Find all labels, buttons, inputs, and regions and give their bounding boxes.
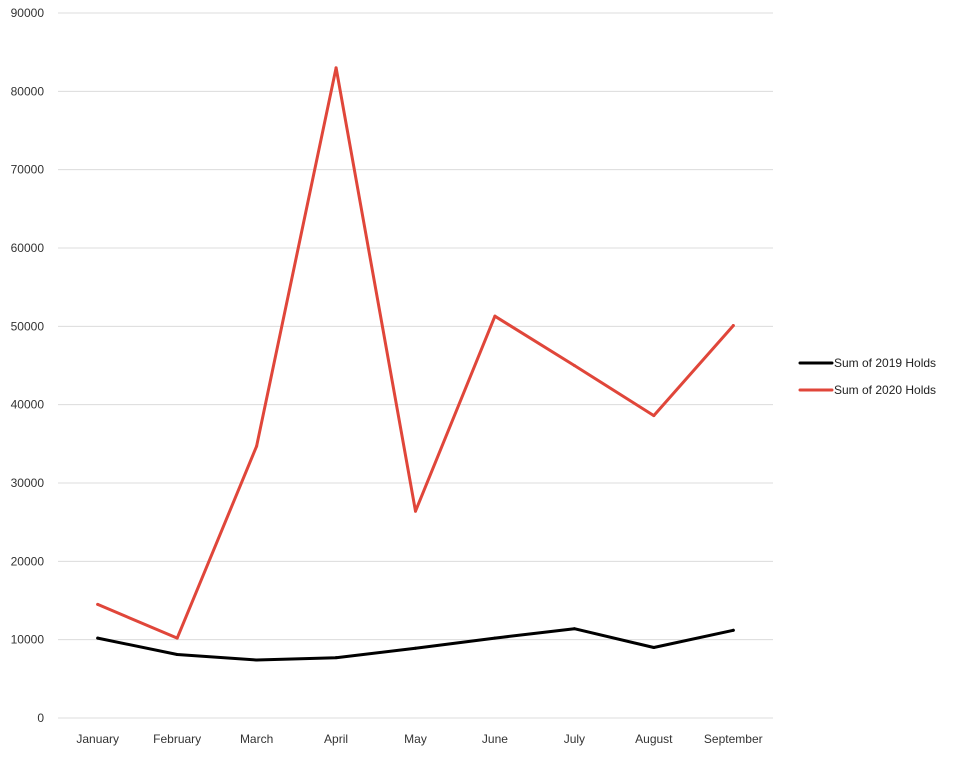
x-tick-label: April bbox=[324, 732, 348, 746]
data-point bbox=[652, 646, 656, 649]
data-point bbox=[96, 602, 100, 606]
data-point bbox=[175, 653, 179, 657]
y-tick-label: 20000 bbox=[11, 554, 45, 568]
data-point bbox=[493, 636, 497, 640]
data-point bbox=[572, 627, 576, 631]
data-point bbox=[96, 636, 100, 640]
gridlines bbox=[58, 12, 773, 719]
data-point bbox=[731, 628, 735, 632]
y-tick-label: 90000 bbox=[11, 6, 45, 20]
x-tick-label: January bbox=[76, 732, 119, 746]
legend: Sum of 2019 Holds Sum of 2020 Holds bbox=[798, 356, 936, 397]
x-tick-label: July bbox=[564, 732, 585, 746]
data-point bbox=[334, 66, 338, 70]
y-tick-label: 0 bbox=[37, 711, 44, 725]
y-tick-label: 50000 bbox=[11, 319, 45, 333]
y-tick-label: 40000 bbox=[11, 398, 45, 412]
data-point bbox=[414, 646, 417, 650]
x-tick-label: August bbox=[635, 732, 673, 746]
y-tick-label: 10000 bbox=[11, 633, 45, 647]
y-axis-tick-labels: 0 10000 20000 30000 40000 50000 60000 70000 8000… bbox=[11, 6, 45, 725]
data-point bbox=[731, 324, 735, 328]
x-axis-tick-labels: January February March April May June July Augu… bbox=[76, 732, 762, 746]
series-lines bbox=[96, 66, 735, 662]
y-tick-label: 60000 bbox=[11, 241, 45, 255]
legend-label: Sum of 2019 Holds bbox=[834, 356, 936, 370]
data-point bbox=[572, 364, 576, 367]
x-tick-label: September bbox=[704, 732, 763, 746]
series-line-1 bbox=[96, 627, 735, 662]
x-tick-label: May bbox=[404, 732, 427, 746]
data-point bbox=[414, 509, 417, 513]
data-point bbox=[652, 414, 656, 418]
x-tick-label: June bbox=[482, 732, 508, 746]
x-tick-label: February bbox=[153, 732, 201, 746]
data-point bbox=[175, 636, 179, 640]
y-tick-label: 70000 bbox=[11, 163, 45, 177]
x-tick-label: March bbox=[240, 732, 273, 746]
y-tick-label: 30000 bbox=[11, 476, 45, 490]
data-point bbox=[493, 314, 497, 318]
data-point bbox=[255, 658, 259, 662]
data-point bbox=[255, 444, 259, 448]
y-tick-label: 80000 bbox=[11, 84, 45, 98]
series-line-2 bbox=[96, 66, 735, 640]
legend-label: Sum of 2020 Holds bbox=[834, 383, 936, 397]
data-point bbox=[334, 656, 338, 660]
